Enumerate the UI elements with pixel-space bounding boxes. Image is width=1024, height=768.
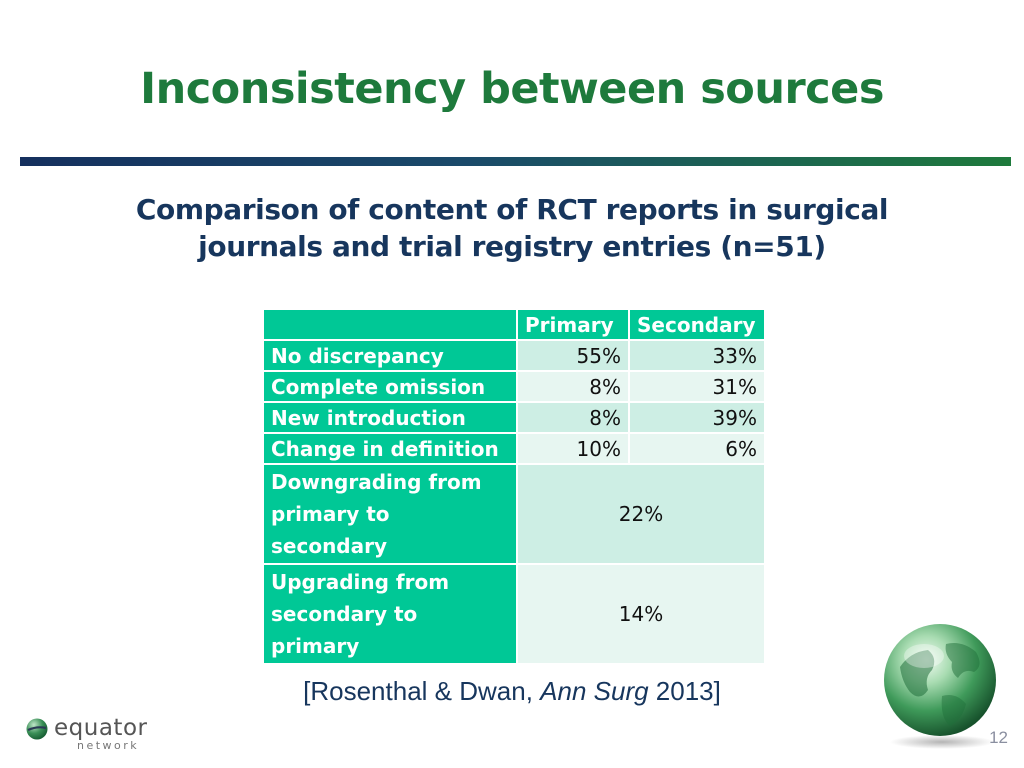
citation-journal: Ann Surg (540, 676, 649, 706)
page-number: 12 (989, 728, 1008, 747)
logo-word: equator (54, 715, 148, 741)
row-label: Downgrading from primary to secondary (264, 465, 516, 563)
table-row: Complete omission 8% 31% (264, 372, 764, 401)
merged-value: 22% (518, 465, 764, 563)
slide-subtitle: Comparison of content of RCT reports in … (0, 191, 1024, 265)
secondary-value: 39% (630, 403, 764, 432)
table-row: Change in definition 10% 6% (264, 434, 764, 463)
table-row: No discrepancy 55% 33% (264, 341, 764, 370)
row-label: Change in definition (264, 434, 516, 463)
row-label-line-1: Downgrading from (271, 470, 482, 494)
citation-suffix: 2013] (648, 676, 721, 706)
row-label-line-2: secondary to primary (271, 602, 418, 658)
row-label: New introduction (264, 403, 516, 432)
secondary-value: 31% (630, 372, 764, 401)
table-header-row: Primary Secondary (264, 310, 764, 339)
comparison-table: Primary Secondary No discrepancy 55% 33%… (262, 308, 766, 665)
secondary-value: 33% (630, 341, 764, 370)
primary-value: 10% (518, 434, 628, 463)
equator-globe-icon (26, 718, 48, 740)
row-label-line-2: primary to secondary (271, 502, 390, 558)
row-label-line-1: Upgrading from (271, 570, 450, 594)
subtitle-line-2: journals and trial registry entries (n=5… (198, 230, 826, 263)
logo-sub: network (77, 739, 140, 752)
equator-logo: equator network (25, 715, 155, 752)
primary-value: 8% (518, 372, 628, 401)
slide-title: Inconsistency between sources (140, 64, 884, 114)
table-row-merged: Upgrading from secondary to primary 14% (264, 565, 764, 663)
secondary-value: 6% (630, 434, 764, 463)
subtitle-line-1: Comparison of content of RCT reports in … (135, 193, 889, 226)
title-divider (20, 157, 1011, 166)
merged-value: 14% (518, 565, 764, 663)
header-cell-secondary: Secondary (630, 310, 764, 339)
row-label: Upgrading from secondary to primary (264, 565, 516, 663)
primary-value: 55% (518, 341, 628, 370)
row-label: Complete omission (264, 372, 516, 401)
citation-prefix: [Rosenthal & Dwan, (303, 676, 541, 706)
header-cell-empty (264, 310, 516, 339)
primary-value: 8% (518, 403, 628, 432)
row-label: No discrepancy (264, 341, 516, 370)
globe-icon (884, 624, 996, 749)
table-row-merged: Downgrading from primary to secondary 22… (264, 465, 764, 563)
header-cell-primary: Primary (518, 310, 628, 339)
citation: [Rosenthal & Dwan, Ann Surg 2013] (0, 676, 1024, 707)
table-row: New introduction 8% 39% (264, 403, 764, 432)
